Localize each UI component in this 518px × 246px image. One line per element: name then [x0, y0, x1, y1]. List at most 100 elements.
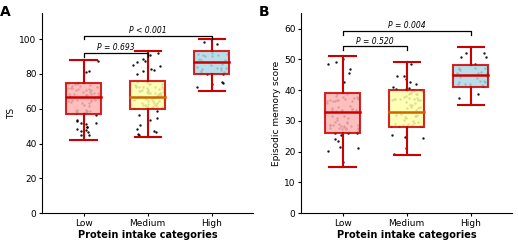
- Point: [401, 115, 409, 119]
- Point: [462, 51, 470, 55]
- Point: [147, 53, 155, 57]
- Point: [343, 116, 352, 120]
- Point: [159, 90, 167, 94]
- Point: [74, 87, 82, 91]
- Point: [402, 100, 411, 104]
- Point: [339, 125, 348, 129]
- Point: [346, 67, 354, 71]
- Point: [87, 92, 95, 96]
- Point: [193, 85, 201, 89]
- Point: [155, 92, 163, 96]
- Point: [342, 126, 350, 130]
- Point: [212, 66, 221, 70]
- Point: [390, 97, 398, 101]
- Point: [135, 89, 143, 92]
- Point: [348, 107, 356, 111]
- Point: [84, 101, 93, 105]
- Point: [323, 99, 331, 103]
- Point: [144, 89, 152, 92]
- Point: [77, 121, 85, 125]
- Point: [94, 94, 103, 98]
- Bar: [130, 81, 165, 109]
- Text: P = 0.520: P = 0.520: [356, 37, 394, 46]
- Point: [418, 124, 426, 128]
- Point: [413, 96, 421, 100]
- Point: [396, 97, 405, 101]
- Point: [85, 83, 94, 87]
- Point: [154, 93, 163, 97]
- Point: [482, 55, 491, 59]
- Point: [405, 92, 413, 96]
- Point: [90, 91, 98, 95]
- Point: [129, 63, 137, 67]
- Point: [474, 71, 482, 75]
- Point: [77, 133, 85, 137]
- Point: [151, 103, 160, 107]
- Point: [478, 83, 486, 87]
- Point: [64, 82, 73, 86]
- Point: [82, 122, 90, 126]
- Point: [154, 51, 162, 55]
- Point: [479, 84, 487, 88]
- Point: [86, 90, 94, 94]
- Point: [158, 82, 166, 86]
- Point: [80, 111, 89, 115]
- Point: [334, 139, 342, 143]
- Point: [457, 55, 465, 59]
- Text: B: B: [259, 5, 269, 19]
- Point: [326, 98, 334, 102]
- Point: [354, 127, 363, 131]
- Point: [400, 95, 408, 99]
- Point: [151, 85, 160, 89]
- Point: [343, 121, 351, 125]
- Point: [325, 123, 334, 127]
- Point: [401, 87, 410, 91]
- Point: [67, 84, 76, 88]
- Point: [223, 52, 232, 56]
- Point: [454, 82, 462, 86]
- Point: [409, 119, 418, 123]
- Point: [342, 127, 350, 131]
- Point: [87, 88, 95, 92]
- Point: [222, 66, 230, 70]
- Point: [141, 103, 149, 107]
- Point: [66, 86, 75, 90]
- Point: [411, 114, 419, 118]
- Point: [410, 97, 418, 101]
- Point: [133, 60, 141, 64]
- Point: [218, 66, 226, 70]
- Point: [350, 95, 358, 99]
- Point: [208, 51, 216, 55]
- Point: [348, 107, 356, 111]
- Point: [332, 99, 340, 103]
- Point: [354, 126, 363, 130]
- Point: [133, 72, 141, 76]
- Point: [415, 89, 424, 92]
- Point: [153, 109, 161, 113]
- Point: [406, 103, 414, 107]
- Point: [339, 57, 347, 61]
- Point: [337, 133, 346, 137]
- Point: [94, 91, 103, 95]
- Point: [410, 89, 419, 93]
- Point: [196, 69, 205, 73]
- Point: [64, 86, 73, 90]
- Point: [387, 124, 396, 128]
- Point: [77, 129, 85, 133]
- Point: [466, 82, 474, 86]
- Point: [332, 109, 340, 113]
- Point: [418, 89, 426, 93]
- Point: [412, 113, 421, 117]
- Point: [82, 93, 90, 97]
- Point: [330, 120, 339, 124]
- Point: [72, 88, 80, 92]
- Point: [83, 125, 91, 129]
- Point: [76, 84, 84, 88]
- Point: [214, 53, 222, 57]
- Point: [340, 80, 349, 84]
- Point: [328, 108, 336, 112]
- Point: [146, 92, 154, 95]
- Point: [150, 103, 159, 107]
- X-axis label: Protein intake categories: Protein intake categories: [337, 231, 477, 240]
- Point: [413, 120, 422, 124]
